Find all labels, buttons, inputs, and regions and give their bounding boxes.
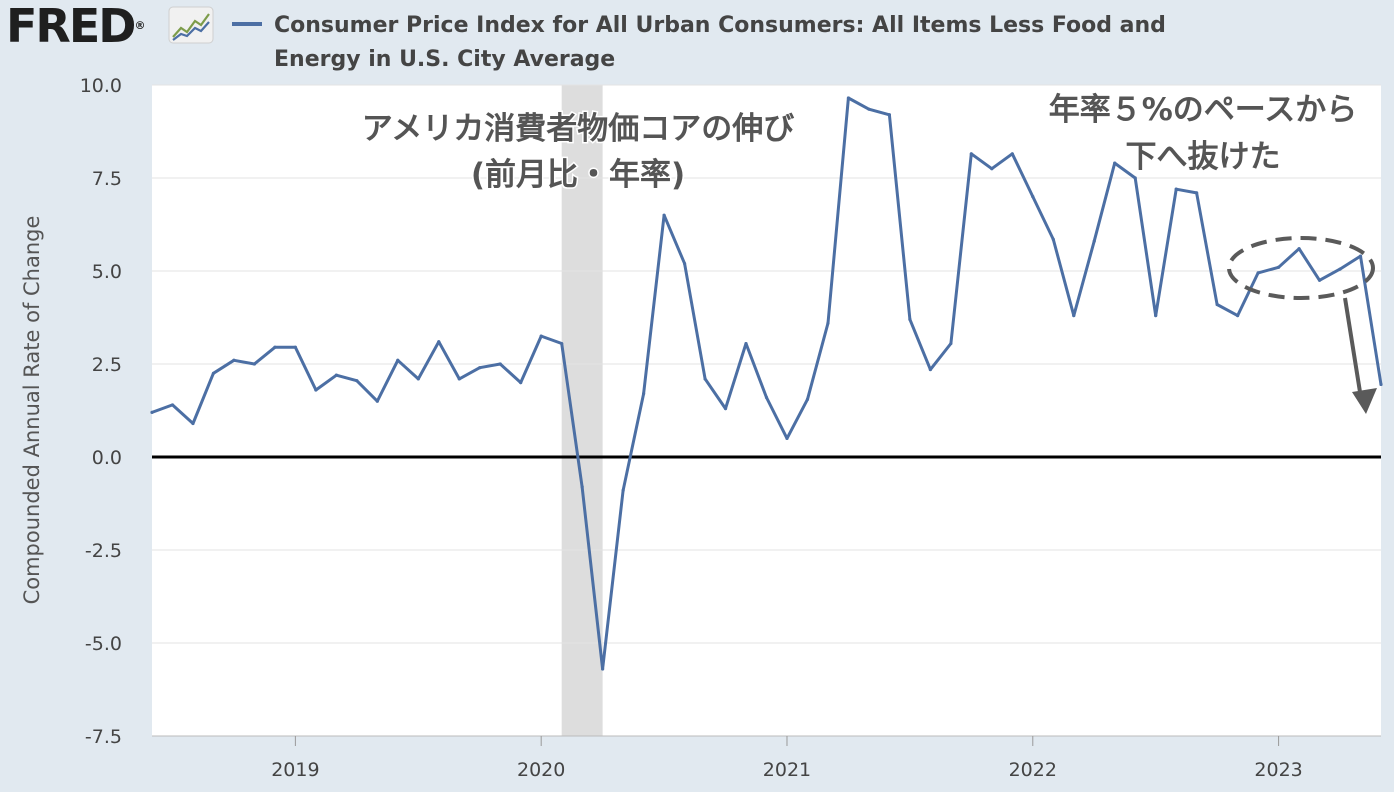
x-tick-label: 2021 bbox=[763, 759, 811, 781]
fred-logo[interactable]: FRED® bbox=[6, 0, 146, 53]
data-point bbox=[252, 362, 257, 366]
data-point bbox=[355, 379, 359, 383]
y-tick-label: 7.5 bbox=[92, 168, 122, 190]
x-tick-label: 2020 bbox=[517, 759, 565, 781]
y-tick-label: 10.0 bbox=[80, 75, 122, 97]
data-point bbox=[969, 152, 973, 156]
data-point bbox=[826, 321, 830, 325]
legend-series-name[interactable]: Consumer Price Index for All Urban Consu… bbox=[274, 13, 1166, 72]
data-point bbox=[416, 377, 420, 381]
data-point bbox=[191, 421, 195, 426]
legend-swatch bbox=[232, 22, 262, 26]
data-point bbox=[990, 167, 994, 171]
data-point bbox=[1256, 271, 1260, 275]
data-point bbox=[539, 334, 543, 338]
data-point bbox=[1195, 191, 1199, 195]
data-point bbox=[1215, 302, 1219, 307]
y-tick-label: -5.0 bbox=[85, 633, 122, 655]
data-point bbox=[1317, 278, 1322, 282]
arrow-head bbox=[1352, 388, 1377, 414]
line-graph-icon bbox=[168, 6, 214, 44]
data-point bbox=[785, 436, 789, 440]
recession-shading bbox=[561, 85, 603, 736]
x-tick-label: 2019 bbox=[271, 759, 319, 781]
data-point bbox=[211, 371, 216, 375]
chart-header: FRED® Consumer Price Index for All Urban… bbox=[0, 0, 1394, 82]
data-point bbox=[498, 362, 502, 366]
data-point bbox=[457, 377, 461, 381]
data-point bbox=[560, 341, 564, 346]
data-point bbox=[150, 410, 154, 414]
data-point bbox=[723, 407, 728, 411]
data-point bbox=[867, 107, 871, 111]
data-point bbox=[1154, 314, 1158, 318]
annotation-text: 年率５%のペースから bbox=[1049, 92, 1358, 128]
data-point bbox=[478, 366, 482, 370]
data-point bbox=[1379, 382, 1383, 387]
y-tick-label: 0.0 bbox=[92, 447, 122, 469]
data-point bbox=[519, 381, 523, 385]
x-tick-label: 2023 bbox=[1254, 759, 1302, 781]
data-point bbox=[764, 395, 769, 400]
data-point bbox=[1092, 239, 1096, 243]
y-tick-label: 5.0 bbox=[92, 261, 122, 283]
arrow-shaft bbox=[1343, 297, 1362, 393]
data-point bbox=[1051, 237, 1055, 241]
data-point bbox=[1338, 267, 1342, 271]
y-tick-label: -2.5 bbox=[85, 540, 122, 562]
data-point bbox=[1072, 314, 1076, 318]
data-point bbox=[1113, 161, 1117, 165]
annotation-text: アメリカ消費者物価コアの伸び bbox=[362, 111, 794, 147]
data-point bbox=[293, 345, 297, 349]
data-point bbox=[314, 388, 318, 392]
data-point bbox=[1358, 254, 1363, 258]
data-point bbox=[846, 96, 851, 100]
data-point bbox=[375, 399, 379, 403]
annotation-text: 下へ抜けた bbox=[1126, 139, 1281, 175]
data-point bbox=[682, 261, 687, 266]
data-point bbox=[949, 341, 953, 346]
data-point bbox=[601, 667, 605, 671]
data-point bbox=[642, 392, 646, 396]
data-point bbox=[273, 345, 277, 349]
data-point bbox=[1133, 176, 1137, 180]
data-point bbox=[908, 317, 912, 321]
data-point bbox=[1297, 247, 1301, 251]
data-point bbox=[662, 213, 666, 217]
data-point bbox=[805, 397, 810, 401]
y-tick-label: -7.5 bbox=[85, 726, 122, 748]
data-point bbox=[580, 485, 584, 489]
annotation-text: (前月比・年率) bbox=[471, 157, 685, 193]
data-point bbox=[232, 358, 236, 362]
data-point bbox=[437, 340, 441, 344]
data-point bbox=[744, 341, 748, 346]
data-point bbox=[1010, 152, 1014, 156]
data-point bbox=[334, 373, 338, 377]
data-point bbox=[396, 358, 400, 362]
data-point bbox=[1174, 187, 1178, 191]
data-point bbox=[170, 403, 175, 407]
data-point bbox=[1276, 265, 1281, 269]
data-point bbox=[1236, 314, 1240, 318]
x-tick-label: 2022 bbox=[1009, 759, 1057, 781]
data-point bbox=[621, 488, 625, 493]
highlight-ellipse bbox=[1227, 236, 1375, 300]
y-tick-label: 2.5 bbox=[92, 354, 122, 376]
data-point bbox=[1031, 195, 1035, 199]
data-point bbox=[887, 113, 892, 117]
data-point bbox=[928, 367, 932, 372]
data-point bbox=[703, 377, 707, 381]
plot-area bbox=[152, 85, 1381, 736]
